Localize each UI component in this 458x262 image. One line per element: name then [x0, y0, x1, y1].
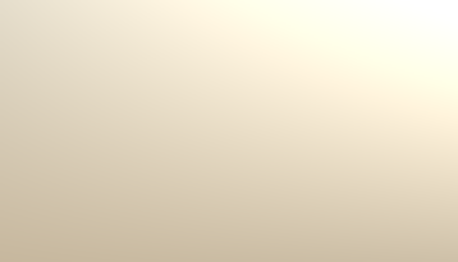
Text: (ii)  Complete Fig. 8.1 to show the dot-and-cross diagram for a molecule of ammo: (ii) Complete Fig. 8.1 to show the dot-a…: [103, 10, 404, 17]
Text: H: H: [275, 131, 283, 141]
Text: •: •: [221, 142, 231, 160]
Text: ×: ×: [213, 91, 224, 105]
Text: H: H: [175, 131, 183, 141]
Text: •: •: [196, 123, 207, 141]
Text: Fig. 8.1: Fig. 8.1: [211, 241, 247, 251]
Text: •: •: [251, 123, 262, 141]
Text: ×: ×: [251, 134, 262, 147]
Text: Show outer shell electrons only.: Show outer shell electrons only.: [103, 37, 224, 46]
Text: ×: ×: [232, 91, 244, 105]
Text: H: H: [225, 181, 233, 191]
Text: ×: ×: [196, 134, 207, 147]
Text: N: N: [224, 130, 234, 143]
Text: ×: ×: [229, 151, 240, 164]
Text: ×: ×: [213, 155, 224, 168]
